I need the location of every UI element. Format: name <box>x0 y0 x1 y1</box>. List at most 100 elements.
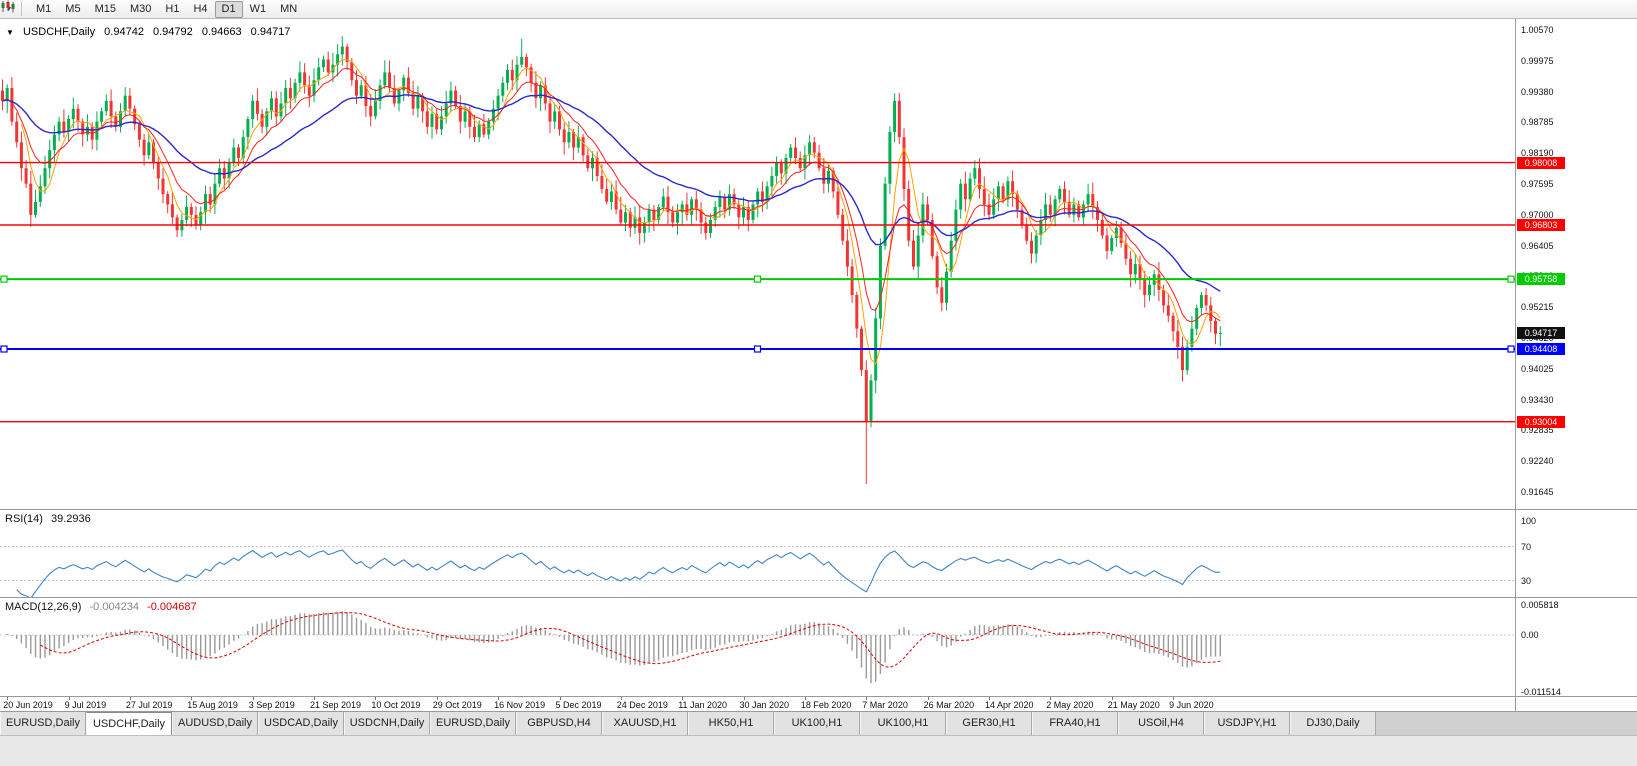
time-axis-tick <box>1050 697 1052 700</box>
chart-info-toggle-icon[interactable]: ▼ <box>6 28 14 37</box>
rsi-value-label: 39.2936 <box>50 513 91 525</box>
time-axis-label: 20 Jun 2019 <box>3 700 53 710</box>
tab-xauusd-h1[interactable]: XAUUSD,H1 <box>602 712 688 736</box>
time-axis-label: 7 Mar 2020 <box>862 700 908 710</box>
price-axis-tick: 0.99975 <box>1521 55 1554 66</box>
macd-axis-tick: 0.005818 <box>1521 600 1559 611</box>
tab-fra40-h1[interactable]: FRA40,H1 <box>1032 712 1118 736</box>
period-button-m30[interactable]: M30 <box>129 2 152 15</box>
price-axis-tick: 0.92835 <box>1521 425 1554 436</box>
tab-uk100-h1[interactable]: UK100,H1 <box>860 712 946 736</box>
tab-usdcad-daily[interactable]: USDCAD,Daily <box>258 712 344 736</box>
tab-usoil-h4[interactable]: USOil,H4 <box>1118 712 1204 736</box>
time-axis-tick <box>620 697 622 700</box>
tab-ger30-h1[interactable]: GER30,H1 <box>946 712 1032 736</box>
macd-panel[interactable]: MACD(12,26,9) -0.004234 -0.004687 0.0058… <box>0 597 1637 697</box>
macd-svg[interactable] <box>0 598 1515 697</box>
price-axis-tick: 0.94025 <box>1521 363 1554 374</box>
time-axis-label: 30 Jan 2020 <box>739 700 790 710</box>
main-chart-panel[interactable]: ▼ USDCHF,Daily 0.94742 0.94792 0.94663 0… <box>0 19 1637 509</box>
tab-gbpusd-h4[interactable]: GBPUSD,H4 <box>516 712 602 736</box>
time-axis-tick <box>559 697 561 700</box>
time-axis-label: 11 Jan 2020 <box>678 700 728 710</box>
price-axis-tick: 0.97000 <box>1521 209 1554 220</box>
price-axis: 1.00570 0.99975 0.99380 0.98785 0.98190 0.975… <box>1515 19 1637 509</box>
rsi-axis-tick: 70 <box>1521 541 1532 552</box>
chart-symbol-label: USDCHF,Daily <box>22 26 96 38</box>
macd-label-line: MACD(12,26,9) -0.004234 -0.004687 <box>5 601 202 613</box>
hline-price-label: 0.95758 <box>1517 273 1565 286</box>
period-button-mn[interactable]: MN <box>280 2 298 15</box>
time-axis-tick <box>682 697 684 700</box>
time-axis-tick <box>498 697 500 700</box>
toolbar-separator <box>21 2 23 16</box>
time-axis-label: 21 May 2020 <box>1107 700 1160 710</box>
time-axis-tick <box>191 697 193 700</box>
tab-bar: EURUSD,Daily USDCHF,Daily AUDUSD,Daily USDC… <box>0 711 1637 736</box>
time-axis-label: 15 Aug 2019 <box>187 700 238 710</box>
price-axis-tick: 0.98785 <box>1521 117 1554 128</box>
hline-price-label: 0.94408 <box>1517 343 1565 355</box>
tab-usdcnh-daily[interactable]: USDCNH,Daily <box>344 712 430 736</box>
time-axis-label: 18 Feb 2020 <box>800 700 852 710</box>
time-axis-tick <box>743 697 745 700</box>
rsi-svg[interactable] <box>0 510 1515 598</box>
rsi-name-label: RSI(14) <box>5 513 43 525</box>
tab-audusd-daily[interactable]: AUDUSD,Daily <box>172 712 258 736</box>
time-axis-label: 26 Mar 2020 <box>923 700 975 710</box>
time-axis-tick <box>436 697 438 700</box>
price-axis-tick: 0.91645 <box>1521 487 1554 497</box>
price-axis-tick: 0.96405 <box>1521 240 1554 251</box>
period-button-m1[interactable]: M1 <box>36 2 52 15</box>
tab-uk100-h1[interactable]: UK100,H1 <box>774 712 860 736</box>
time-axis-tick <box>129 697 131 700</box>
tab-eurusd-daily[interactable]: EURUSD,Daily <box>0 712 86 736</box>
period-button-m15[interactable]: M15 <box>94 2 116 15</box>
rsi-panel[interactable]: RSI(14) 39.2936 100 70 30 <box>0 509 1637 598</box>
time-axis-tick <box>68 697 70 700</box>
period-button-w1[interactable]: W1 <box>249 2 267 15</box>
macd-name-label: MACD(12,26,9) <box>5 601 82 613</box>
time-axis-tick <box>7 697 9 700</box>
hline-price-label: 0.96803 <box>1517 219 1565 231</box>
tab-dj30-daily[interactable]: DJ30,Daily <box>1290 712 1376 736</box>
period-button-m5[interactable]: M5 <box>65 2 81 15</box>
ohlc-open: 0.94742 <box>104 26 144 38</box>
main-chart-svg[interactable] <box>0 19 1515 509</box>
price-axis-tick: 0.93430 <box>1521 394 1554 405</box>
price-axis-tick: 0.99380 <box>1521 86 1554 97</box>
ohlc-high: 0.94792 <box>153 26 193 38</box>
tab-usdchf-daily[interactable]: USDCHF,Daily <box>86 712 172 736</box>
hline-price-label: 0.98008 <box>1517 156 1565 169</box>
chart-type-button[interactable]: ▾ <box>1 0 15 17</box>
time-axis-tick <box>314 697 315 700</box>
time-axis-label: 29 Oct 2019 <box>432 700 482 710</box>
time-axis-label: 5 Dec 2019 <box>555 700 602 710</box>
macd-signal-value: -0.004687 <box>147 601 197 613</box>
candlestick-chart-icon <box>1 0 15 13</box>
macd-main-value: -0.004234 <box>89 601 140 613</box>
time-axis-label: 3 Sep 2019 <box>248 700 295 710</box>
time-axis-tick <box>1111 697 1113 700</box>
time-axis-label: 21 Sep 2019 <box>310 700 362 710</box>
period-button-d1[interactable]: D1 <box>214 0 243 18</box>
macd-axis: 0.005818 0.00 -0.011514 <box>1515 598 1637 697</box>
ohlc-low: 0.94663 <box>201 26 242 38</box>
last-price-label: 0.94717 <box>1517 327 1565 339</box>
tab-hk50-h1[interactable]: HK50,H1 <box>688 712 774 736</box>
price-axis-tick: 1.00570 <box>1521 25 1554 35</box>
ohlc-close: 0.94717 <box>250 26 291 38</box>
time-axis[interactable]: 20 Jun 2019 9 Jul 2019 27 Jul 2019 15 Aug 2… <box>0 696 1637 712</box>
time-axis-label: 27 Jul 2019 <box>125 700 173 710</box>
tab-eurusd-daily[interactable]: EURUSD,Daily <box>430 712 516 736</box>
rsi-axis-tick: 30 <box>1521 575 1532 586</box>
time-axis-label: 24 Dec 2019 <box>616 700 668 710</box>
period-button-h1[interactable]: H1 <box>165 2 180 15</box>
period-buttons: M1 M5 M15 M30 H1 H4 D1 W1 MN <box>29 0 304 18</box>
tab-usdjpy-h1[interactable]: USDJPY,H1 <box>1204 712 1290 736</box>
time-axis-label: 9 Jun 2020 <box>1169 700 1214 710</box>
chart-ohlc-line: ▼ USDCHF,Daily 0.94742 0.94792 0.94663 0… <box>6 26 296 38</box>
period-button-h4[interactable]: H4 <box>193 2 208 15</box>
macd-axis-tick: -0.011514 <box>1521 687 1561 697</box>
